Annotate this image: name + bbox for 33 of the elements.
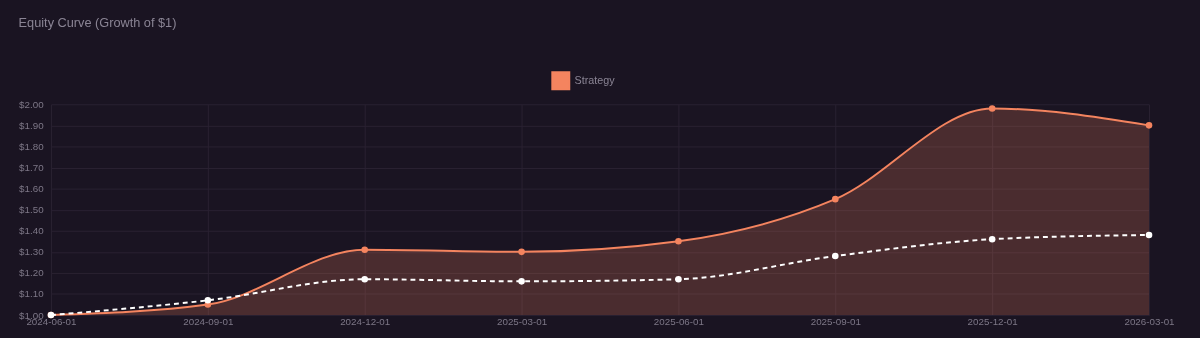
y-tick-label: $2.00 [19,98,45,110]
point [1145,122,1153,129]
x-tick-label: 2024-09-01 [183,316,234,328]
point [204,297,212,304]
point [361,246,368,254]
y-tick-label: $1.20 [19,267,45,279]
point [988,105,996,112]
point [832,195,839,203]
point [518,248,525,256]
point [675,238,682,245]
y-tick-label: $1.40 [19,225,45,237]
point [1145,231,1153,239]
y-tick-label: $1.50 [19,204,45,216]
point [361,275,368,283]
legend-label: Strategy [574,73,616,86]
chart-title: Equity Curve (Growth of $1) [18,14,177,30]
y-tick-label: $1.80 [19,140,45,152]
point [518,278,525,285]
x-tick-label: 2025-09-01 [810,316,861,328]
x-tick-label: 2025-03-01 [497,316,548,328]
x-tick-label: 2025-06-01 [653,316,704,328]
y-tick-label: $1.10 [19,288,45,300]
x-tick-label: 2026-03-01 [1124,316,1175,328]
y-tick-label: $1.30 [19,246,45,258]
y-tick-label: $1.70 [19,161,45,173]
y-tick-label: $1.00 [19,309,45,321]
y-tick-label: $1.60 [19,183,45,195]
y-tick-label: $1.90 [19,119,45,131]
point [675,275,682,283]
point [832,252,839,260]
x-tick-label: 2024-12-01 [340,316,391,328]
x-tick-label: 2025-12-01 [967,316,1018,328]
point [988,235,996,243]
